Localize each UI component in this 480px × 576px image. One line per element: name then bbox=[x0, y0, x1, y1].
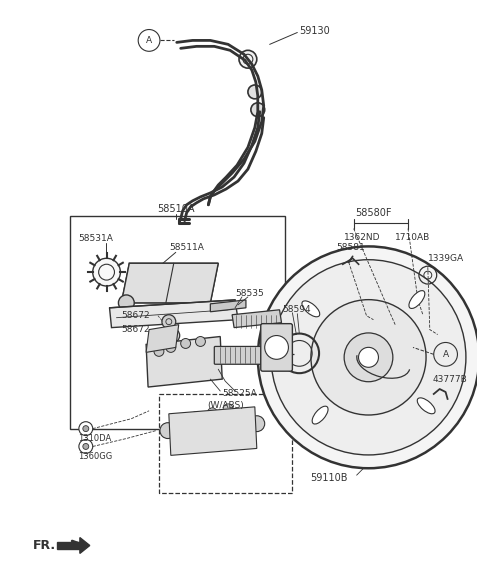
Bar bbox=[70, 215, 286, 429]
Circle shape bbox=[93, 258, 120, 286]
Text: 58510A: 58510A bbox=[157, 204, 194, 214]
Ellipse shape bbox=[417, 398, 435, 414]
Text: 58594: 58594 bbox=[283, 305, 311, 314]
Text: A: A bbox=[443, 350, 449, 359]
Text: 1310DA: 1310DA bbox=[78, 434, 111, 443]
Polygon shape bbox=[146, 336, 222, 387]
Circle shape bbox=[359, 347, 378, 367]
Polygon shape bbox=[232, 310, 281, 328]
Circle shape bbox=[79, 439, 93, 453]
Text: 58672: 58672 bbox=[121, 325, 150, 334]
Text: 1339GA: 1339GA bbox=[428, 254, 464, 263]
Polygon shape bbox=[169, 407, 257, 456]
Circle shape bbox=[311, 300, 426, 415]
Text: 58581: 58581 bbox=[336, 243, 365, 252]
Text: 58525A: 58525A bbox=[222, 389, 257, 399]
Circle shape bbox=[207, 408, 217, 418]
Text: 58531A: 58531A bbox=[78, 234, 113, 243]
Text: 59110B: 59110B bbox=[310, 473, 348, 483]
Polygon shape bbox=[57, 541, 82, 550]
Circle shape bbox=[162, 314, 176, 328]
Circle shape bbox=[180, 339, 191, 348]
Circle shape bbox=[344, 333, 393, 382]
Polygon shape bbox=[121, 263, 218, 303]
Text: (W/ABS): (W/ABS) bbox=[207, 401, 244, 410]
Circle shape bbox=[230, 427, 240, 437]
Text: 58672: 58672 bbox=[121, 311, 150, 320]
Circle shape bbox=[271, 260, 466, 455]
Circle shape bbox=[258, 247, 479, 468]
Circle shape bbox=[83, 426, 89, 431]
Text: 1710AB: 1710AB bbox=[395, 233, 431, 242]
Polygon shape bbox=[80, 537, 90, 554]
Polygon shape bbox=[146, 325, 179, 353]
FancyBboxPatch shape bbox=[261, 324, 292, 371]
Text: 58535: 58535 bbox=[235, 290, 264, 298]
Circle shape bbox=[264, 336, 288, 359]
Text: 58580F: 58580F bbox=[355, 208, 392, 218]
Circle shape bbox=[119, 295, 134, 311]
Circle shape bbox=[191, 412, 201, 422]
Circle shape bbox=[83, 444, 89, 449]
Circle shape bbox=[223, 404, 233, 414]
Polygon shape bbox=[109, 300, 238, 328]
Text: 58511A: 58511A bbox=[169, 243, 204, 252]
Polygon shape bbox=[210, 300, 246, 312]
Ellipse shape bbox=[409, 291, 425, 309]
Ellipse shape bbox=[302, 301, 320, 317]
Circle shape bbox=[248, 85, 262, 99]
Text: A: A bbox=[146, 36, 152, 45]
Ellipse shape bbox=[312, 406, 328, 424]
FancyBboxPatch shape bbox=[214, 346, 283, 364]
Polygon shape bbox=[121, 263, 218, 303]
Circle shape bbox=[239, 50, 257, 68]
Circle shape bbox=[251, 103, 264, 117]
Circle shape bbox=[195, 434, 205, 445]
Circle shape bbox=[154, 346, 164, 357]
Bar bbox=[159, 394, 292, 493]
Text: 1362ND: 1362ND bbox=[344, 233, 380, 242]
Circle shape bbox=[79, 422, 93, 435]
Circle shape bbox=[213, 431, 223, 441]
Text: FR.: FR. bbox=[33, 539, 56, 552]
Circle shape bbox=[195, 336, 205, 346]
Circle shape bbox=[178, 438, 188, 449]
Text: 1360GG: 1360GG bbox=[78, 452, 112, 461]
Text: 59130: 59130 bbox=[300, 25, 330, 36]
Circle shape bbox=[249, 416, 264, 431]
Circle shape bbox=[174, 416, 184, 426]
Circle shape bbox=[166, 328, 180, 343]
Circle shape bbox=[160, 423, 176, 438]
Text: 43777B: 43777B bbox=[433, 374, 468, 384]
Circle shape bbox=[166, 343, 176, 353]
